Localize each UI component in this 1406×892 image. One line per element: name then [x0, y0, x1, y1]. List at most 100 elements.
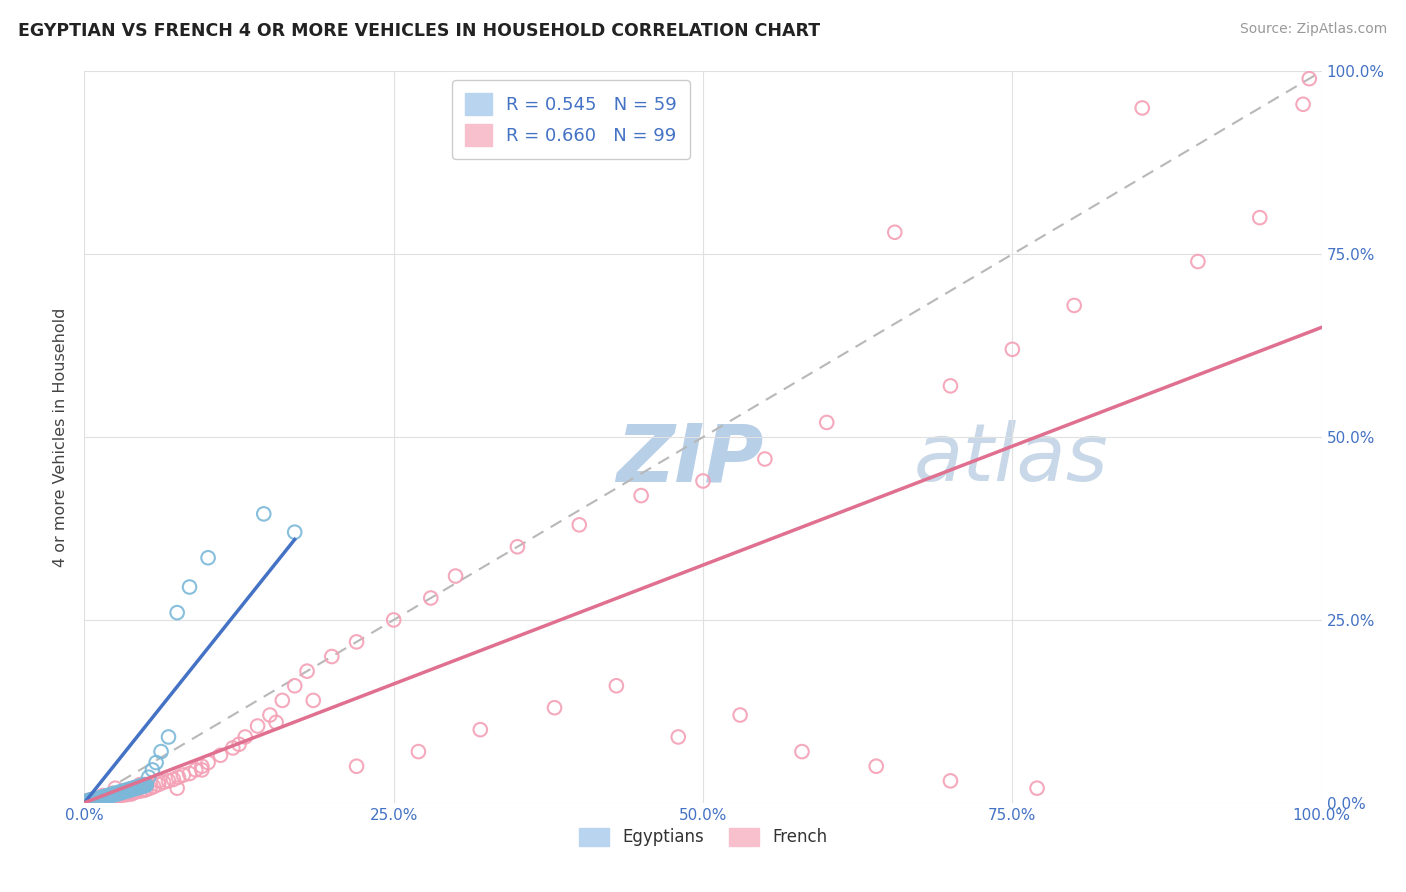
Point: [1292, 97, 1315, 112]
Point: [271, 693, 294, 707]
Point: [543, 700, 565, 714]
Point: [120, 787, 142, 801]
Point: [117, 785, 139, 799]
Point: [86, 792, 108, 806]
Point: [939, 773, 962, 788]
Point: [506, 540, 529, 554]
Point: [94, 791, 117, 805]
Point: [84, 793, 107, 807]
Point: [125, 781, 148, 796]
Point: [1001, 343, 1024, 357]
Point: [100, 789, 122, 804]
Point: [124, 780, 146, 795]
Point: [382, 613, 405, 627]
Point: [129, 780, 152, 794]
Point: [98, 789, 121, 803]
Point: [135, 782, 157, 797]
Point: [98, 788, 121, 802]
Point: [79, 793, 101, 807]
Point: [865, 759, 887, 773]
Point: [104, 781, 127, 796]
Point: [101, 787, 124, 801]
Point: [790, 745, 813, 759]
Point: [157, 773, 180, 788]
Point: [630, 489, 652, 503]
Point: [77, 794, 100, 808]
Point: [110, 788, 132, 802]
Point: [122, 786, 145, 800]
Point: [120, 782, 142, 797]
Point: [197, 756, 219, 770]
Point: [105, 789, 128, 804]
Point: [321, 649, 343, 664]
Point: [117, 782, 139, 797]
Point: [107, 789, 129, 803]
Point: [666, 730, 689, 744]
Point: [79, 793, 101, 807]
Point: [91, 789, 114, 803]
Point: [82, 792, 104, 806]
Point: [77, 794, 100, 808]
Point: [1063, 298, 1085, 312]
Point: [129, 779, 152, 793]
Text: Source: ZipAtlas.com: Source: ZipAtlas.com: [1240, 22, 1388, 37]
Point: [110, 789, 132, 803]
Point: [94, 789, 117, 804]
Point: [132, 779, 155, 793]
Point: [815, 416, 838, 430]
Point: [107, 786, 129, 800]
Text: EGYPTIAN VS FRENCH 4 OR MORE VEHICLES IN HOUSEHOLD CORRELATION CHART: EGYPTIAN VS FRENCH 4 OR MORE VEHICLES IN…: [18, 22, 821, 40]
Point: [408, 745, 430, 759]
Point: [89, 790, 111, 805]
Point: [191, 759, 214, 773]
Point: [112, 785, 135, 799]
Point: [125, 785, 148, 799]
Point: [80, 794, 103, 808]
Point: [141, 763, 163, 777]
Point: [259, 708, 281, 723]
Point: [91, 789, 114, 804]
Point: [264, 715, 287, 730]
Point: [115, 784, 138, 798]
Point: [87, 791, 110, 805]
Point: [127, 780, 149, 794]
Point: [172, 768, 194, 782]
Text: atlas: atlas: [914, 420, 1108, 498]
Point: [96, 790, 118, 805]
Point: [118, 783, 141, 797]
Point: [145, 756, 167, 770]
Point: [89, 792, 111, 806]
Point: [222, 740, 245, 755]
Text: ZIP: ZIP: [616, 420, 763, 498]
Point: [132, 783, 155, 797]
Point: [111, 784, 134, 798]
Point: [118, 786, 141, 800]
Point: [754, 452, 776, 467]
Point: [139, 781, 162, 796]
Point: [209, 748, 232, 763]
Point: [302, 693, 325, 707]
Point: [692, 474, 714, 488]
Point: [284, 525, 307, 540]
Point: [93, 793, 115, 807]
Point: [346, 759, 368, 773]
Point: [93, 790, 115, 805]
Point: [98, 789, 121, 804]
Point: [179, 766, 201, 780]
Point: [148, 773, 170, 788]
Point: [129, 784, 152, 798]
Point: [605, 679, 627, 693]
Point: [184, 763, 207, 777]
Point: [89, 790, 111, 805]
Point: [105, 787, 128, 801]
Point: [246, 719, 269, 733]
Point: [1298, 71, 1320, 86]
Point: [1249, 211, 1271, 225]
Point: [83, 794, 105, 808]
Point: [284, 679, 307, 693]
Point: [166, 781, 188, 796]
Point: [104, 789, 127, 804]
Point: [142, 780, 165, 794]
Legend: Egyptians, French: Egyptians, French: [572, 821, 834, 853]
Point: [110, 786, 132, 800]
